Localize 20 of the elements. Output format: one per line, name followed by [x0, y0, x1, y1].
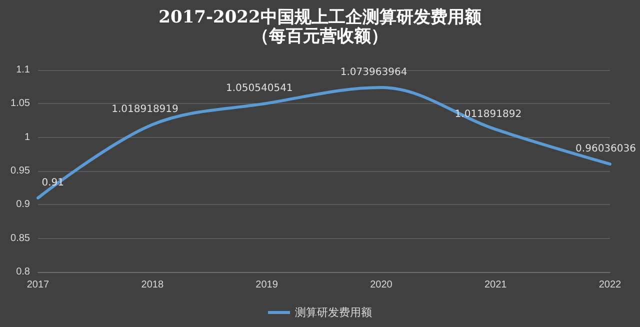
y-tick-label: 0.8 [16, 266, 30, 278]
data-label: 1.018918919 [112, 104, 178, 116]
chart-subtitle: （每百元营收额） [252, 26, 388, 46]
y-tick-label: 0.9 [16, 199, 30, 210]
x-tick-label: 2018 [141, 280, 164, 290]
y-tick-label: 0.95 [10, 166, 30, 176]
x-tick-label: 2020 [370, 280, 393, 290]
data-label: 1.073963964 [340, 67, 408, 78]
y-tick-label: 0.85 [10, 232, 30, 244]
y-tick-label: 1 [24, 132, 30, 143]
x-tick-label: 2021 [484, 280, 508, 290]
x-tick-label: 2022 [598, 280, 622, 290]
x-tick-label: 2017 [26, 280, 50, 290]
y-tick-label: 1.05 [10, 98, 30, 110]
legend-label: 测算研发费用额 [295, 306, 372, 319]
y-tick-label: 1.1 [16, 64, 30, 76]
data-label: 0.96036036 [576, 144, 636, 155]
x-tick-label: 2019 [256, 280, 278, 290]
chart-title: 2017-2022中国规上工企测算研发费用额 [158, 8, 482, 28]
data-label: 1.050540541 [226, 82, 293, 94]
